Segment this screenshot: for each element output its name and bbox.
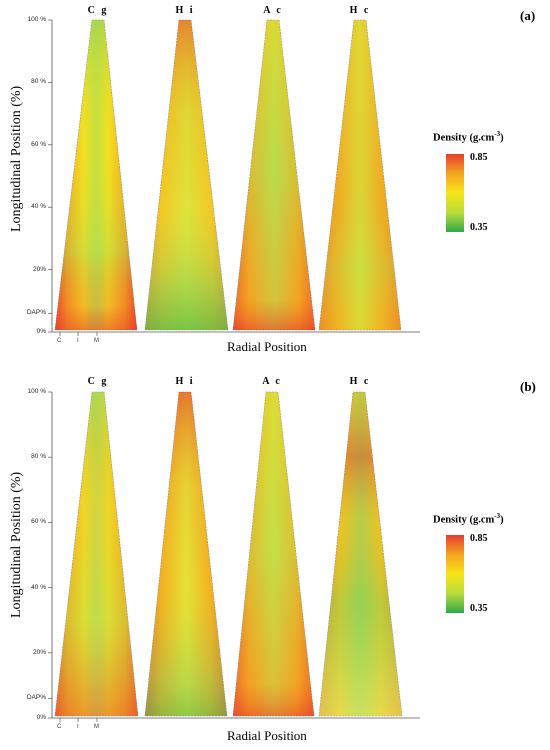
y-tick-label: 0% [36, 714, 46, 721]
radial-label-c: C [57, 724, 62, 730]
y-tick-label: 40 % [31, 203, 46, 211]
y-tick-label: DAP% [26, 309, 46, 317]
category-label-ac: A c [262, 376, 282, 387]
profile-hc [318, 19, 402, 331]
y-axis-title: Longitudinal Position (%) [9, 471, 24, 618]
radial-label-i: I [77, 724, 79, 730]
legend-title: Density (g.cm-3) [433, 130, 504, 144]
category-label-hc: H c [349, 5, 371, 16]
panel-a-plot [48, 19, 420, 336]
y-tick-label: 80 % [31, 453, 46, 461]
x-axis-title: Radial Position [227, 339, 307, 354]
x-axis-title: Radial Position [227, 728, 307, 743]
category-label-hc: H c [349, 376, 371, 387]
legend-min-label: 0.35 [470, 222, 488, 233]
profile-cg [54, 391, 139, 717]
y-ticks [48, 19, 52, 333]
category-label-cg: C g [87, 376, 109, 387]
panel-label: (a) [520, 8, 536, 23]
y-tick-label: 20% [32, 648, 46, 656]
legend-colorbar [446, 535, 464, 613]
profile-hi [144, 391, 228, 717]
y-tick-label: 100 % [27, 16, 46, 23]
y-tick-label: DAP% [26, 694, 46, 702]
panel-a: 0% DAP% 20% 40 % 60 % 80 % 100 % C g H i A c H… [0, 0, 550, 370]
y-tick-label: 20% [32, 265, 46, 273]
profile-ac [232, 391, 315, 717]
category-label-cg: C g [87, 5, 109, 16]
y-tick-label: 40 % [31, 583, 46, 591]
panel-b-plot [48, 391, 420, 722]
radial-label-m: M [94, 724, 99, 730]
profile-hi [144, 19, 229, 331]
legend-title: Density (g.cm-3) [433, 512, 504, 526]
profile-ac [232, 19, 316, 331]
y-ticks [48, 391, 52, 719]
category-label-ac: A c [263, 5, 283, 16]
y-tick-label: 60 % [31, 518, 46, 526]
legend-min-label: 0.35 [470, 603, 488, 614]
legend-colorbar [446, 154, 464, 232]
y-axis-title: Longitudinal Position (%) [9, 85, 24, 232]
profile-hc [318, 391, 403, 717]
category-label-hi: H i [175, 376, 195, 387]
y-tick-label: 60 % [31, 140, 46, 148]
panel-label: (b) [520, 379, 536, 394]
legend-max-label: 0.85 [470, 152, 488, 163]
y-tick-label: 0% [36, 328, 46, 335]
y-tick-label: 80 % [31, 78, 46, 86]
panel-b: 0% DAP% 20% 40 % 60 % 80 % 100 % C g H i A c H… [0, 372, 550, 750]
radial-label-m: M [94, 338, 99, 344]
legend-max-label: 0.85 [470, 533, 488, 544]
category-label-hi: H i [175, 5, 195, 16]
y-tick-label: 100 % [27, 388, 46, 395]
profile-cg [54, 19, 138, 331]
radial-label-c: C [57, 338, 62, 344]
radial-label-i: I [77, 338, 79, 344]
